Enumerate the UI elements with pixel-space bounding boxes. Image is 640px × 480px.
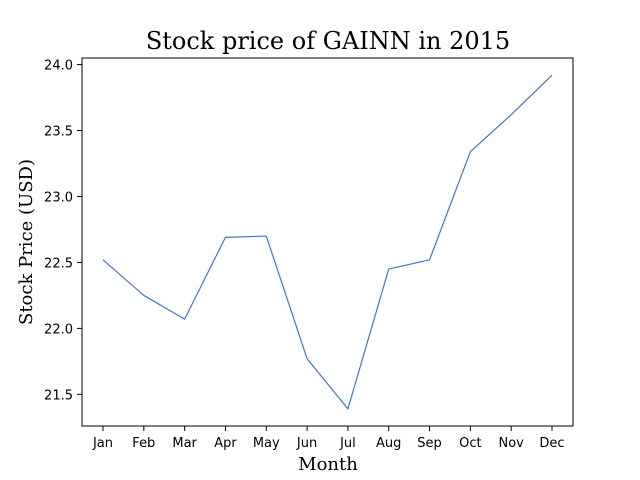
x-axis-label: Month xyxy=(298,454,358,475)
x-tick-label: Nov xyxy=(498,436,524,451)
plot-frame xyxy=(81,57,574,427)
x-axis: Jan Feb Mar Apr May Jun Jul Aug Sep Oct Nov Dec xyxy=(92,426,565,451)
x-tick-label: Oct xyxy=(459,436,481,451)
x-tick-label: Dec xyxy=(539,436,564,451)
x-tick-label: Jul xyxy=(339,436,356,451)
y-axis: 21.5 22.0 22.5 23.0 23.5 24.0 xyxy=(44,59,82,403)
x-tick-label: Mar xyxy=(172,436,197,451)
x-tick-label: Feb xyxy=(132,436,155,451)
y-tick-label: 21.5 xyxy=(44,388,73,403)
x-tick-label: Aug xyxy=(376,436,401,451)
y-tick-label: 22.5 xyxy=(44,256,73,271)
series-layer xyxy=(102,74,553,410)
x-tick-label: May xyxy=(253,436,280,451)
y-tick-label: 22.0 xyxy=(44,322,73,337)
x-tick-label: Apr xyxy=(214,436,237,451)
x-tick-label: Sep xyxy=(417,436,442,451)
y-tick-label: 23.0 xyxy=(44,190,73,205)
x-tick-label: Jun xyxy=(296,436,317,451)
x-tick-label: Jan xyxy=(92,436,113,451)
y-tick-label: 23.5 xyxy=(44,125,73,140)
chart-title: Stock price of GAINN in 2015 xyxy=(146,27,510,55)
y-axis-label: Stock Price (USD) xyxy=(16,159,37,325)
y-tick-label: 24.0 xyxy=(44,59,73,74)
series-line xyxy=(102,74,553,410)
